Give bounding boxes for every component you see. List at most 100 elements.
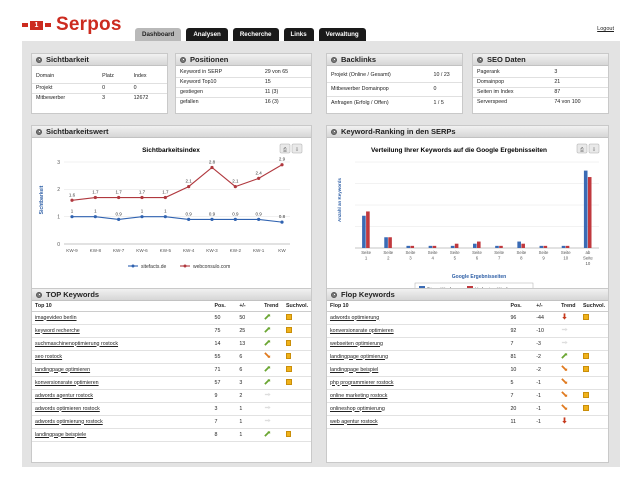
logout-link[interactable]: Logout xyxy=(597,26,614,32)
data-point[interactable] xyxy=(280,163,284,167)
trend-cell xyxy=(558,324,580,338)
bar[interactable] xyxy=(450,245,455,248)
bar[interactable] xyxy=(539,245,544,248)
panel-toggle-icon[interactable] xyxy=(180,56,186,63)
table-header-row: Flop 10 Pos. +/- Trend Suchvol. xyxy=(327,301,608,312)
bar[interactable] xyxy=(366,211,370,248)
keyword-link[interactable]: landingpage optimierung xyxy=(327,350,508,364)
keyword-link[interactable]: konversionsrate optimieren xyxy=(32,376,212,390)
data-point[interactable] xyxy=(93,215,97,219)
col-trend[interactable]: Trend xyxy=(261,301,284,312)
table-row: landingpage optimierung 81 -2 xyxy=(327,350,608,364)
keyword-link[interactable]: php programmierer rostock xyxy=(327,376,508,390)
legend-label[interactable]: sitefacts.de xyxy=(141,264,167,270)
bar[interactable] xyxy=(362,215,366,248)
col-diff[interactable]: +/- xyxy=(533,301,559,312)
data-point[interactable] xyxy=(140,215,144,219)
print-chart-button[interactable] xyxy=(279,143,291,154)
bar[interactable] xyxy=(521,243,525,248)
tab-dashboard[interactable]: Dashboard xyxy=(135,28,182,41)
data-label: 1 xyxy=(141,209,144,214)
col-keyword[interactable]: Top 10 xyxy=(32,301,212,312)
keyword-link[interactable]: onlineshop optimierung xyxy=(327,402,508,416)
panel-toggle-icon[interactable] xyxy=(331,56,337,63)
data-point[interactable] xyxy=(163,195,167,200)
x-tick-label: 5 xyxy=(454,256,457,261)
bar[interactable] xyxy=(384,237,388,248)
bar[interactable] xyxy=(477,241,481,248)
tab-verwaltung[interactable]: Verwaltung xyxy=(318,28,366,41)
col-pos[interactable]: Pos. xyxy=(507,301,534,312)
bar[interactable] xyxy=(454,243,459,248)
keyword-link[interactable]: web agentur rostock xyxy=(327,415,508,429)
bar[interactable] xyxy=(495,245,499,248)
bar[interactable] xyxy=(561,245,566,248)
bar[interactable] xyxy=(406,245,411,248)
export-chart-button[interactable] xyxy=(588,143,600,154)
panel-toggle-icon[interactable] xyxy=(331,128,337,135)
trend-cell xyxy=(558,337,580,351)
keyword-link[interactable]: imagevideo berlin xyxy=(32,311,212,325)
data-point[interactable] xyxy=(257,176,261,180)
panel-toggle-icon[interactable] xyxy=(331,291,337,298)
print-chart-button[interactable] xyxy=(576,143,588,154)
bar[interactable] xyxy=(428,245,433,248)
legend-label[interactable]: webconsulo.com xyxy=(193,264,230,270)
data-label: 0.9 xyxy=(256,211,263,216)
keyword-link[interactable]: webseiten optimierung xyxy=(327,337,508,351)
data-point[interactable] xyxy=(70,198,74,202)
data-point[interactable] xyxy=(257,217,261,221)
data-point[interactable] xyxy=(93,195,97,200)
panel-toggle-icon[interactable] xyxy=(36,291,42,298)
data-point[interactable] xyxy=(70,215,74,219)
bar[interactable] xyxy=(432,245,437,248)
bar[interactable] xyxy=(565,245,570,248)
keyword-link[interactable]: adwords optimieren rostock xyxy=(32,402,212,416)
keyword-link[interactable]: adwords agentur rostock xyxy=(32,389,212,403)
data-point[interactable] xyxy=(117,195,121,200)
bar[interactable] xyxy=(499,245,503,248)
tab-recherche[interactable]: Recherche xyxy=(232,28,279,41)
col-suchvol[interactable]: Suchvol. xyxy=(580,301,608,312)
col-suchvol[interactable]: Suchvol. xyxy=(283,301,311,312)
bar[interactable] xyxy=(473,243,477,248)
export-chart-button[interactable] xyxy=(291,143,303,154)
bar[interactable] xyxy=(517,241,521,248)
tab-links[interactable]: Links xyxy=(283,28,314,41)
data-point[interactable] xyxy=(187,217,191,221)
col-keyword[interactable]: Flop 10 xyxy=(327,301,508,312)
keyword-link[interactable]: landingpage beispiele xyxy=(32,428,212,442)
keyword-link[interactable]: konversionsrate optimieren xyxy=(327,324,508,338)
data-point[interactable] xyxy=(117,217,121,221)
col-pos[interactable]: Pos. xyxy=(211,301,237,312)
bar[interactable] xyxy=(410,245,415,248)
panel-toggle-icon[interactable] xyxy=(36,128,42,135)
keyword-link[interactable]: online marketing rostock xyxy=(327,389,508,403)
keyword-link[interactable]: suchmaschinenoptimierung rostock xyxy=(32,337,212,351)
data-point[interactable] xyxy=(140,195,144,200)
keyword-link[interactable]: adwords optimierung rostock xyxy=(32,415,212,429)
keyword-link[interactable]: keyword recherche xyxy=(32,324,212,338)
bar[interactable] xyxy=(583,170,588,248)
data-point[interactable] xyxy=(163,215,167,219)
keyword-link[interactable]: landingpage beispiel xyxy=(327,363,508,377)
keyword-link[interactable]: adwords optimierung xyxy=(327,311,508,325)
data-point[interactable] xyxy=(210,165,214,170)
search-volume-cell xyxy=(283,389,311,403)
data-point[interactable] xyxy=(233,185,237,189)
data-point[interactable] xyxy=(187,185,191,189)
app-logo[interactable]: 1 Serpos xyxy=(22,14,122,36)
data-point[interactable] xyxy=(210,217,214,221)
bar[interactable] xyxy=(587,177,592,248)
data-point[interactable] xyxy=(280,220,284,224)
data-point[interactable] xyxy=(233,217,237,221)
tab-analysen[interactable]: Analysen xyxy=(186,28,228,41)
keyword-link[interactable]: landingpage optimieren xyxy=(32,363,212,377)
bar[interactable] xyxy=(543,245,548,248)
col-trend[interactable]: Trend xyxy=(558,301,580,312)
bar[interactable] xyxy=(388,237,392,248)
panel-toggle-icon[interactable] xyxy=(36,56,42,63)
panel-toggle-icon[interactable] xyxy=(477,56,483,63)
keyword-link[interactable]: seo rostock xyxy=(32,350,212,364)
col-diff[interactable]: +/- xyxy=(236,301,262,312)
